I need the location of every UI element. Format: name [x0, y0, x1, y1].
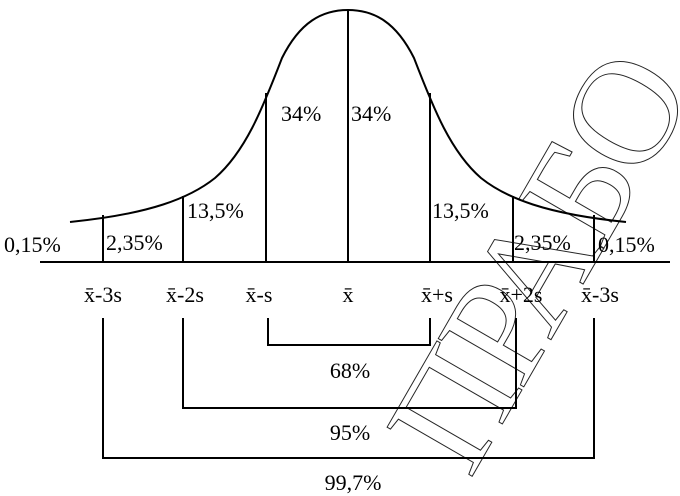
area-label-right-s2s: 13,5%	[432, 198, 489, 223]
axis-label-plus-2s: x̄+2s	[500, 282, 543, 307]
axis-label-mean: x̄	[343, 282, 354, 307]
area-label-left-tail: 0,15%	[4, 232, 61, 257]
axis-label-minus-s: x̄-s	[246, 282, 273, 307]
bracket-997	[102, 318, 595, 459]
axis-label-plus-s: x̄+s	[421, 282, 453, 307]
axis-label-minus-3s: x̄-3s	[84, 282, 122, 307]
bracket-label-997: 99,7%	[325, 470, 382, 495]
axis-label-minus-2s: x̄-2s	[166, 282, 204, 307]
bracket-label-68: 68%	[330, 358, 370, 383]
area-label-left-s2s: 13,5%	[187, 198, 244, 223]
axis-label-plus-3s: x̄-3s	[581, 282, 619, 307]
area-label-right-center: 34%	[351, 101, 391, 126]
area-label-left-2s3s: 2,35%	[106, 230, 163, 255]
bracket-68	[267, 318, 431, 346]
bracket-95	[182, 318, 517, 409]
area-label-right-tail: 0,15%	[598, 232, 655, 257]
area-label-right-2s3s: 2,35%	[514, 230, 571, 255]
bracket-label-95: 95%	[330, 420, 370, 445]
area-label-left-center: 34%	[281, 101, 321, 126]
